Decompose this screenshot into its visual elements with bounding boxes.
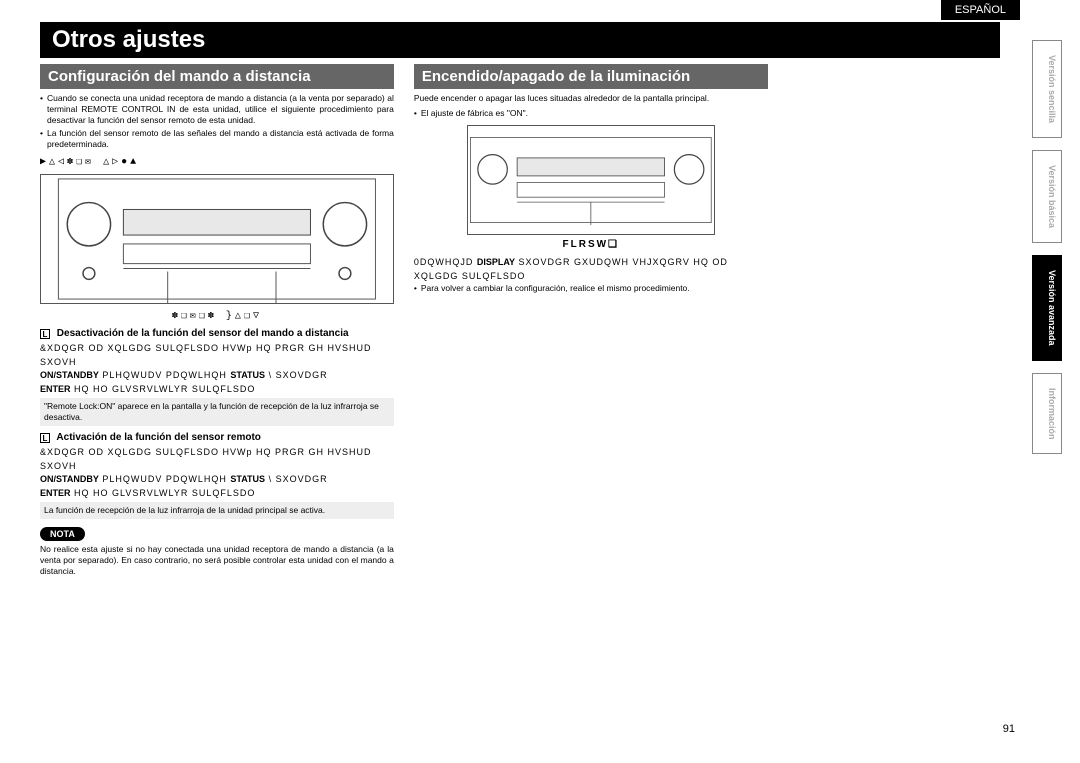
right-section-header: Encendido/apagado de la iluminación (414, 64, 768, 89)
blank-column (788, 64, 1000, 582)
step-marker-icon: L (40, 329, 50, 339)
right-bullet-after: Para volver a cambiar la configuración, … (414, 283, 768, 294)
two-columns: Configuración del mando a distancia Cuan… (40, 64, 1000, 582)
diagram-right-caption: FLRSW❏ (414, 239, 768, 250)
language-tab: ESPAÑOL (941, 0, 1020, 20)
right-intro-2: El ajuste de fábrica es "ON". (414, 108, 768, 119)
tab-version-sencilla[interactable]: Versión sencilla (1032, 40, 1062, 138)
tab-version-avanzada[interactable]: Versión avanzada (1032, 255, 1062, 361)
page-title: Otros ajustes (40, 22, 1000, 58)
right-column: Encendido/apagado de la iluminación Pued… (414, 64, 768, 582)
right-intro-1: Puede encender o apagar las luces situad… (414, 93, 768, 104)
nota-text: No realice esta ajuste si no hay conecta… (40, 544, 394, 577)
tab-informacion[interactable]: Información (1032, 373, 1062, 455)
tab-version-basica[interactable]: Versión básica (1032, 150, 1062, 243)
nota-badge: NOTA (40, 527, 85, 541)
page-content: Otros ajustes Configuración del mando a … (40, 0, 1050, 582)
step1-result: "Remote Lock:ON" aparece en la pantalla … (40, 398, 394, 426)
step-marker-icon: L (40, 433, 50, 443)
right-step-flow: 0DQWHQJD DISPLAY SXOVDGR GXUDQWH VHJXQGR… (414, 256, 768, 283)
left-intro-2: La función del sensor remoto de las seña… (40, 128, 394, 150)
subsection-2: L Activación de la función del sensor re… (40, 432, 394, 443)
device-diagram-right (467, 125, 715, 235)
left-intro-1: Cuando se conecta una unidad receptora d… (40, 93, 394, 126)
diagram-top-caption: ▶△◁✽❏✉ △▷●▲ (40, 156, 394, 168)
step2-result: La función de recepción de la luz infrar… (40, 502, 394, 519)
step1-flow: &XDQGR OD XQLGDG SULQFLSDO HVWp HQ PRGR … (40, 342, 394, 396)
left-section-header: Configuración del mando a distancia (40, 64, 394, 89)
subsection-1: L Desactivación de la función del sensor… (40, 328, 394, 339)
step2-flow: &XDQGR OD XQLGDG SULQFLSDO HVWp HQ PRGR … (40, 446, 394, 500)
page-number: 91 (1003, 723, 1015, 735)
device-diagram-left (40, 174, 394, 304)
left-column: Configuración del mando a distancia Cuan… (40, 64, 394, 582)
diagram-bottom-caption: ✽❏✉❏✽ }△❏▽ (40, 310, 394, 322)
right-nav-tabs: Versión sencilla Versión básica Versión … (1032, 40, 1062, 454)
